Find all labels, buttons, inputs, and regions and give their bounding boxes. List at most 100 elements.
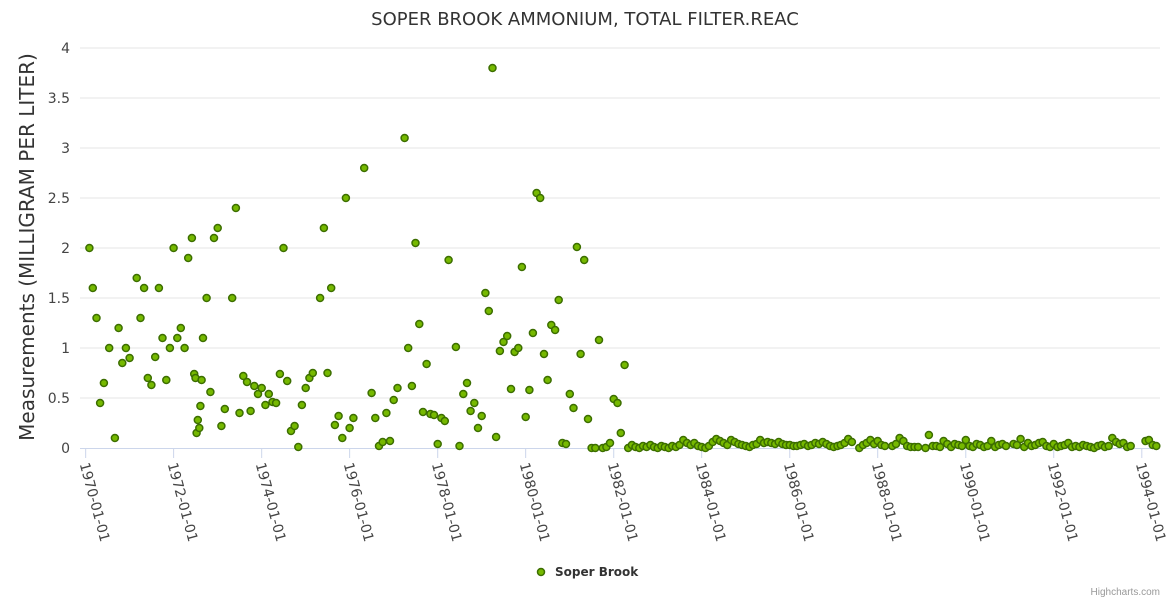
data-point[interactable] [415,319,424,329]
data-point[interactable] [466,406,475,416]
data-point[interactable] [196,401,205,411]
data-point[interactable] [576,349,585,359]
data-point[interactable] [880,441,890,451]
data-point[interactable] [282,376,292,386]
data-point[interactable] [330,420,340,430]
data-point[interactable] [202,293,211,303]
data-point[interactable] [315,293,325,303]
data-point[interactable] [891,439,901,449]
data-point[interactable] [525,385,534,395]
data-point[interactable] [583,414,593,424]
data-point[interactable] [308,368,318,378]
data-point[interactable] [319,223,329,233]
data-point[interactable] [422,359,431,369]
data-point[interactable] [484,306,494,316]
data-point[interactable] [451,342,461,352]
credits-link[interactable]: Highcharts.com [1091,587,1160,598]
data-point[interactable] [239,371,248,381]
data-point[interactable] [470,398,479,408]
data-point[interactable] [246,406,255,416]
data-point[interactable] [154,283,164,293]
data-point[interactable] [85,243,94,253]
data-point[interactable] [488,63,497,73]
data-point[interactable] [572,242,582,252]
data-point[interactable] [118,358,127,368]
data-point[interactable] [407,381,417,391]
data-point[interactable] [921,443,930,453]
data-point[interactable] [561,439,571,449]
data-point[interactable] [616,428,626,438]
data-point[interactable] [444,255,453,265]
data-point[interactable] [349,413,358,423]
data-point[interactable] [528,328,538,338]
data-point[interactable] [539,349,549,359]
data-point[interactable] [132,273,141,283]
data-point[interactable] [382,408,391,418]
data-point[interactable] [591,443,600,453]
data-point[interactable] [271,398,281,408]
data-point[interactable] [180,343,189,353]
data-point[interactable] [326,283,336,293]
data-point[interactable] [961,435,971,445]
data-point[interactable] [95,398,105,408]
data-point[interactable] [385,436,395,446]
data-point[interactable] [1016,434,1025,444]
data-point[interactable] [213,223,222,233]
data-point[interactable] [481,288,490,298]
data-point[interactable] [99,378,109,388]
data-point[interactable] [162,375,171,385]
data-point[interactable] [913,442,923,452]
data-point[interactable] [1104,441,1113,451]
data-point[interactable] [242,377,252,387]
data-point[interactable] [433,439,442,449]
data-point[interactable] [338,433,347,443]
data-point[interactable] [187,233,197,243]
data-point[interactable] [294,442,303,452]
data-point[interactable] [477,411,486,421]
data-point[interactable] [935,442,945,452]
data-point[interactable] [297,400,307,410]
data-point[interactable] [125,353,134,363]
data-point[interactable] [147,380,156,390]
data-point[interactable] [231,203,241,213]
data-point[interactable] [143,373,153,383]
data-point[interactable] [987,436,996,446]
data-point[interactable] [158,333,167,343]
data-point[interactable] [440,416,450,426]
data-point[interactable] [502,331,512,341]
data-point[interactable] [88,283,98,293]
data-point[interactable] [506,384,516,394]
data-point[interactable] [257,383,266,393]
data-point[interactable] [197,375,206,385]
data-point[interactable] [235,408,244,418]
data-point[interactable] [195,423,204,433]
data-point[interactable] [206,387,215,397]
data-point[interactable] [455,441,464,451]
data-point[interactable] [367,388,376,398]
data-point[interactable] [459,389,468,399]
data-point[interactable] [176,323,186,333]
data-point[interactable] [393,383,402,393]
data-point[interactable] [554,295,563,305]
data-point[interactable] [110,433,120,443]
data-point[interactable] [209,233,219,243]
data-point[interactable] [136,313,145,323]
data-point[interactable] [114,323,123,333]
data-point[interactable] [400,133,409,143]
data-point[interactable] [418,407,428,417]
data-point[interactable] [403,343,413,353]
data-point[interactable] [543,375,552,385]
data-point[interactable] [429,410,439,420]
data-point[interactable] [1012,440,1022,450]
data-point[interactable] [620,360,629,370]
data-point[interactable] [217,421,226,431]
data-point[interactable] [169,243,178,253]
data-point[interactable] [275,369,285,379]
data-point[interactable] [594,335,604,345]
data-point[interactable] [491,432,501,442]
data-point[interactable] [499,337,508,347]
data-point[interactable] [150,352,160,362]
data-point[interactable] [301,383,310,393]
data-point[interactable] [371,413,380,423]
data-point[interactable] [1001,441,1011,451]
